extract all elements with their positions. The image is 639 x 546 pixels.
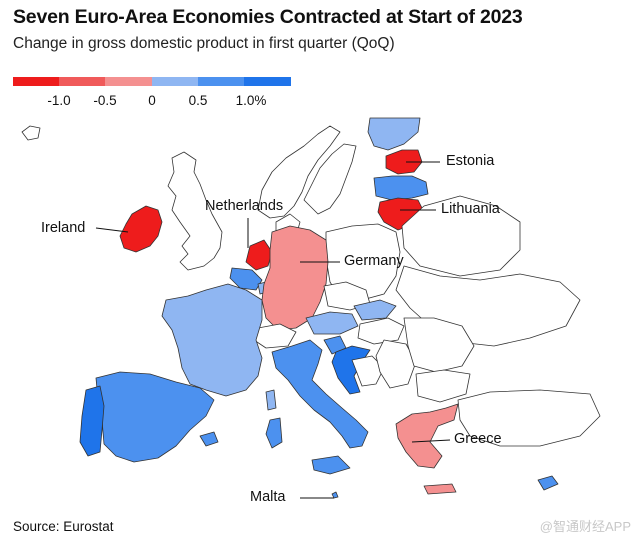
label-estonia: Estonia xyxy=(446,153,495,169)
country-turkey xyxy=(457,389,601,447)
country-belarus xyxy=(401,195,521,277)
country-slovakia xyxy=(353,299,397,321)
source-note: Source: Eurostat xyxy=(13,519,114,534)
country-netherlands xyxy=(245,239,273,271)
country-france xyxy=(161,283,263,397)
europe-map xyxy=(21,117,601,499)
country-austria xyxy=(305,311,359,335)
watermark: @智通财经APP xyxy=(539,519,631,534)
legend-swatch-6 xyxy=(244,77,291,86)
legend-tick: -0.5 xyxy=(93,93,117,108)
country-romania xyxy=(403,317,475,373)
legend-swatch-5 xyxy=(198,77,244,86)
country-germany xyxy=(261,225,329,331)
label-lithuania: Lithuania xyxy=(441,201,500,217)
country-norway xyxy=(257,125,341,219)
country-spain xyxy=(95,371,215,463)
label-netherlands: Netherlands xyxy=(205,198,284,214)
country-france-corsica xyxy=(265,389,277,411)
country-latvia xyxy=(373,175,429,201)
legend-swatch-4 xyxy=(152,77,198,86)
label-germany: Germany xyxy=(344,253,404,269)
country-serbia xyxy=(375,339,417,389)
country-italy xyxy=(271,339,369,449)
legend-tick: 0.5 xyxy=(188,93,208,108)
legend-tick: 0 xyxy=(148,93,156,108)
country-spain-balearic xyxy=(199,431,219,447)
country-poland xyxy=(325,223,401,301)
label-greece: Greece xyxy=(454,431,502,447)
country-bosnia xyxy=(351,355,385,387)
label-malta: Malta xyxy=(250,489,286,505)
country-hungary xyxy=(357,317,405,345)
country-cyprus xyxy=(537,475,559,491)
label-ireland: Ireland xyxy=(41,220,86,236)
country-sweden xyxy=(303,143,357,215)
country-malta xyxy=(331,491,339,499)
country-greece xyxy=(395,403,459,469)
country-bulgaria xyxy=(415,369,471,403)
legend-tick: 1.0% xyxy=(235,93,267,108)
legend-swatch-1 xyxy=(13,77,59,86)
country-belgium xyxy=(229,267,263,291)
country-finland xyxy=(367,117,421,151)
map-title: Seven Euro-Area Economies Contracted at … xyxy=(13,6,523,28)
map-subtitle: Change in gross domestic product in firs… xyxy=(13,35,395,52)
legend-swatch-2 xyxy=(59,77,105,86)
country-portugal xyxy=(79,385,105,457)
country-uk-scotland-isles xyxy=(21,125,41,141)
country-greece-crete xyxy=(423,483,457,495)
country-ireland xyxy=(119,205,163,253)
legend-tick: -1.0 xyxy=(47,93,71,108)
country-italy-sardinia xyxy=(265,417,283,449)
country-italy-sicily xyxy=(311,455,351,475)
legend-swatch-3 xyxy=(105,77,152,86)
color-legend: -1.0 -0.5 0 0.5 1.0% xyxy=(13,77,291,111)
leader-ireland xyxy=(95,227,129,233)
leader-greece xyxy=(411,439,451,443)
country-estonia xyxy=(385,149,423,175)
country-uk xyxy=(167,151,223,271)
